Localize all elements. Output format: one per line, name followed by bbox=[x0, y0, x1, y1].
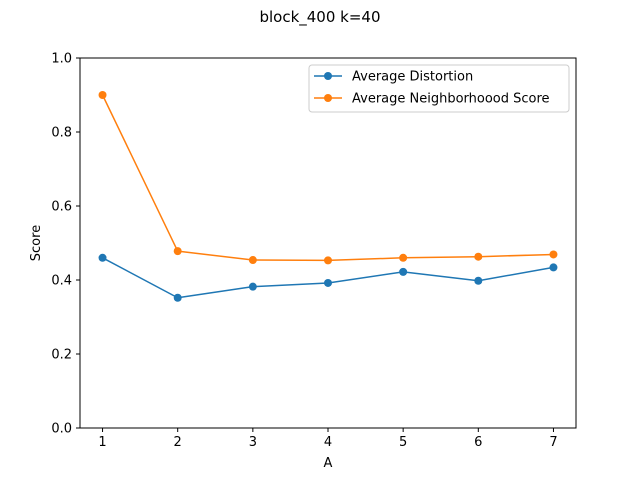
x-tick-label-4: 4 bbox=[324, 435, 332, 450]
series-2-point-4 bbox=[324, 256, 332, 265]
y-tick-label-5: 1.0 bbox=[51, 52, 72, 67]
x-tick-label-2: 2 bbox=[174, 435, 182, 450]
y-tick-label-2: 0.4 bbox=[51, 274, 72, 289]
y-tick-label-4: 0.8 bbox=[51, 126, 72, 141]
series-1-point-2 bbox=[173, 293, 182, 302]
y-tick-label-1: 0.2 bbox=[51, 348, 72, 363]
series-1-point-1 bbox=[98, 253, 107, 262]
legend-label-neighborhood: Average Neighborhoood Score bbox=[352, 92, 550, 107]
x-tick-label-1: 1 bbox=[98, 435, 106, 450]
series-2-point-5 bbox=[399, 253, 408, 262]
series-2-point-7 bbox=[549, 250, 558, 259]
plot-frame bbox=[79, 57, 577, 429]
axis-ticks: 1 2 3 4 5 6 7 0.0 0.2 0.4 0.6 0.8 1.0 bbox=[51, 52, 557, 451]
y-axis-label: Score bbox=[29, 225, 44, 261]
x-tick-label-6: 6 bbox=[474, 435, 482, 450]
legend-box bbox=[308, 64, 570, 113]
chart-title: block_400 k=40 bbox=[259, 8, 380, 27]
legend: Average Distortion Average Neighborhoood… bbox=[308, 64, 570, 113]
series-1-point-4 bbox=[324, 278, 332, 287]
x-tick-label-3: 3 bbox=[249, 435, 257, 450]
y-tick-label-0: 0.0 bbox=[51, 422, 72, 437]
legend-marker-distortion bbox=[324, 72, 332, 80]
y-tick-label-3: 0.6 bbox=[51, 200, 72, 215]
series-1-point-7 bbox=[549, 263, 558, 272]
series-2-point-3 bbox=[248, 256, 257, 265]
series-2-point-6 bbox=[474, 252, 483, 261]
plot-marks bbox=[98, 91, 558, 302]
legend-marker-neighborhood bbox=[324, 94, 332, 102]
legend-label-distortion: Average Distortion bbox=[352, 70, 473, 85]
x-axis-label: A bbox=[324, 456, 333, 471]
x-tick-label-7: 7 bbox=[549, 435, 557, 450]
series-2-point-2 bbox=[173, 247, 182, 256]
x-tick-label-5: 5 bbox=[399, 435, 407, 450]
series-1-point-3 bbox=[248, 282, 257, 291]
series-1-point-6 bbox=[474, 276, 483, 285]
series-1-point-5 bbox=[399, 267, 408, 276]
series-2-point-1 bbox=[98, 91, 107, 99]
